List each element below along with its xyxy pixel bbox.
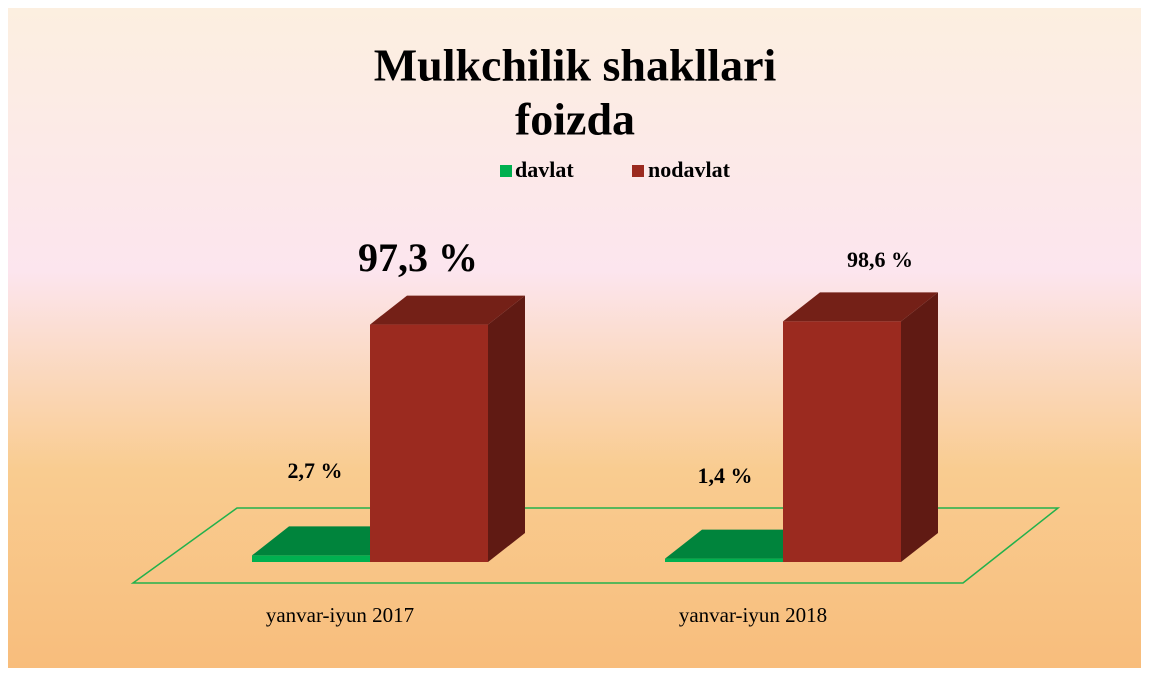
bar (783, 292, 938, 562)
bar-side (901, 292, 938, 562)
bar-top (370, 295, 525, 325)
bar-top (783, 292, 938, 322)
bar (370, 295, 525, 562)
x-tick-label: yanvar-iyun 2017 (266, 603, 414, 627)
legend-label: nodavlat (648, 157, 731, 182)
chart-title: Mulkchilik shakllari (374, 40, 777, 91)
x-tick-label: yanvar-iyun 2018 (679, 603, 827, 627)
data-label: 1,4 % (698, 463, 753, 488)
data-label: 2,7 % (288, 458, 343, 483)
bar-front (370, 324, 488, 562)
bar-top (665, 529, 820, 559)
bar-front (665, 558, 783, 562)
floor (130, 507, 1061, 584)
data-label: 98,6 % (847, 247, 913, 272)
bar-side (488, 295, 525, 562)
bar-front (783, 321, 901, 562)
chart-title: foizda (515, 94, 635, 145)
legend-label: davlat (515, 157, 574, 182)
data-label: 97,3 % (358, 235, 478, 280)
bar-front (252, 555, 370, 562)
legend-swatch (500, 165, 512, 177)
legend-swatch (632, 165, 644, 177)
chart-background (8, 8, 1141, 668)
bar-top (252, 526, 407, 556)
